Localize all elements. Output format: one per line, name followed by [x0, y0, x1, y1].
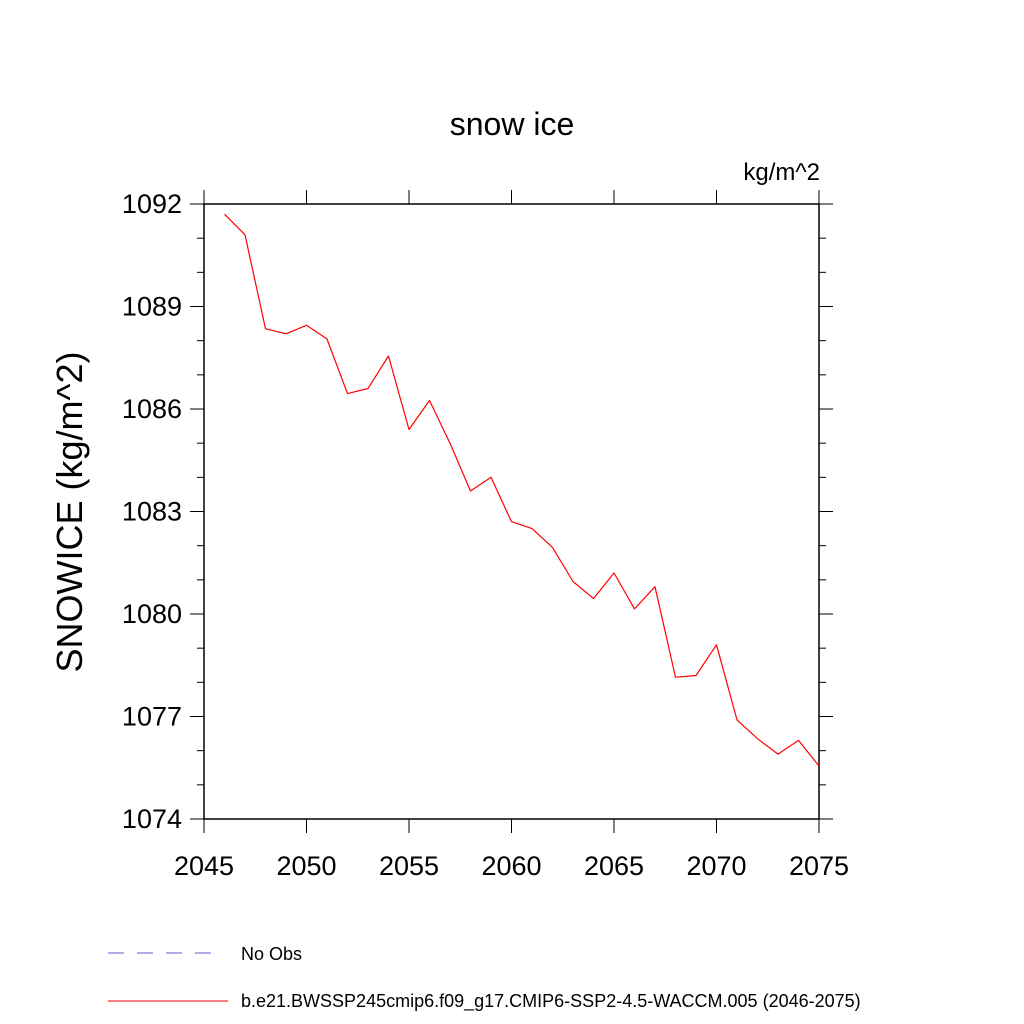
x-tick-label: 2060 — [481, 851, 541, 881]
x-tick-label: 2070 — [686, 851, 746, 881]
x-tick-label: 2065 — [584, 851, 644, 881]
y-tick-label: 1089 — [122, 292, 182, 322]
y-tick-label: 1086 — [122, 394, 182, 424]
y-axis-title: SNOWICE (kg/m^2) — [49, 352, 90, 673]
chart-title: snow ice — [450, 106, 575, 142]
y-tick-label: 1077 — [122, 702, 182, 732]
axis-ticks — [190, 190, 833, 833]
units-label: kg/m^2 — [743, 159, 820, 186]
legend-label-model: b.e21.BWSSP245cmip6.f09_g17.CMIP6-SSP2-4… — [241, 991, 861, 1012]
x-tick-label: 2045 — [174, 851, 234, 881]
y-tick-label: 1083 — [122, 497, 182, 527]
y-tick-label: 1074 — [122, 804, 182, 834]
x-tick-label: 2055 — [379, 851, 439, 881]
x-tick-labels: 2045 2050 2055 2060 2065 2070 2075 — [174, 851, 849, 881]
series-line — [224, 213, 820, 767]
y-tick-label: 1080 — [122, 599, 182, 629]
plot-frame — [203, 203, 820, 820]
y-tick-label: 1092 — [122, 189, 182, 219]
x-tick-label: 2075 — [789, 851, 849, 881]
legend: No Obs b.e21.BWSSP245cmip6.f09_g17.CMIP6… — [108, 944, 861, 1012]
legend-label-no-obs: No Obs — [241, 944, 302, 964]
y-tick-labels: 1074 1077 1080 1083 1086 1089 1092 — [122, 189, 182, 834]
x-tick-label: 2050 — [276, 851, 336, 881]
series-layer — [224, 213, 820, 767]
